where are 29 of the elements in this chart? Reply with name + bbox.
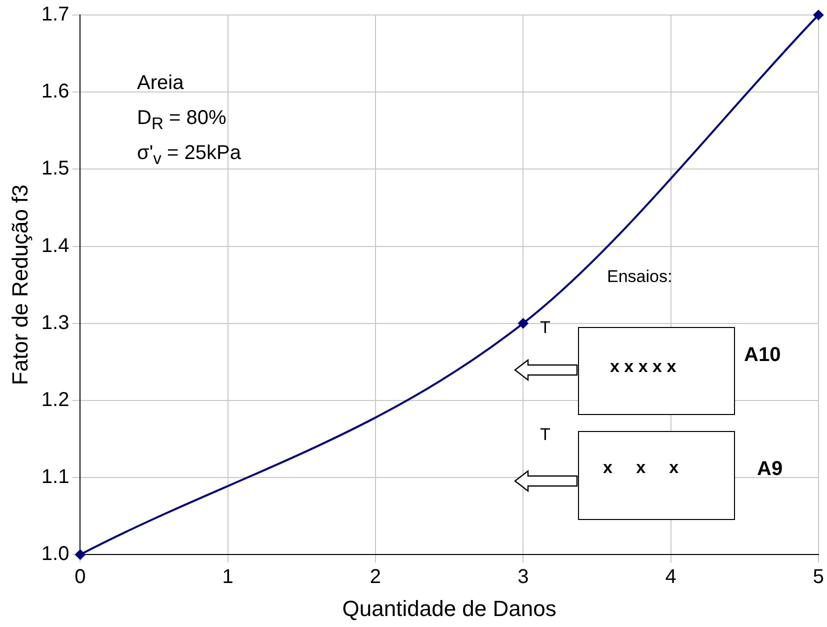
annotation: T [540,318,550,338]
y-tick-label: 1.2 [41,388,70,411]
x-tick-label: 5 [812,566,824,588]
y-tick-label: 1.4 [41,234,70,257]
y-axis-title: Fator de Redução f3 [7,184,32,386]
x-tick-label: 2 [370,566,382,588]
x-axis-title: Quantidade de Danos [342,596,556,621]
y-tick-label: 1.5 [41,158,70,180]
x-tick-label: 4 [665,566,676,588]
annotation: A10 [744,344,781,367]
annotation: T [540,425,550,445]
annotation: x x x [603,458,679,478]
y-tick-label: 1.0 [41,543,70,566]
x-tick-label: 1 [222,566,234,588]
x-tick-label: 0 [74,566,86,588]
x-tick-label: 3 [518,566,529,588]
annotation: D$_{R}$ = 80% [137,107,226,134]
y-tick-label: 1.6 [41,80,70,103]
point [813,10,824,20]
y-tick-label: 1.3 [41,312,70,334]
annotation: Areia [137,72,184,95]
annotation: A9 [757,458,783,481]
y-tick-label: 1.1 [41,466,70,488]
point [518,318,528,328]
annotation: x x x x x [610,357,676,377]
annotation: σ'$_{v}$ = 25kPa [137,142,242,169]
point [75,550,86,560]
annotation: Ensaios: [607,267,672,287]
y-tick-label: 1.7 [41,4,70,26]
